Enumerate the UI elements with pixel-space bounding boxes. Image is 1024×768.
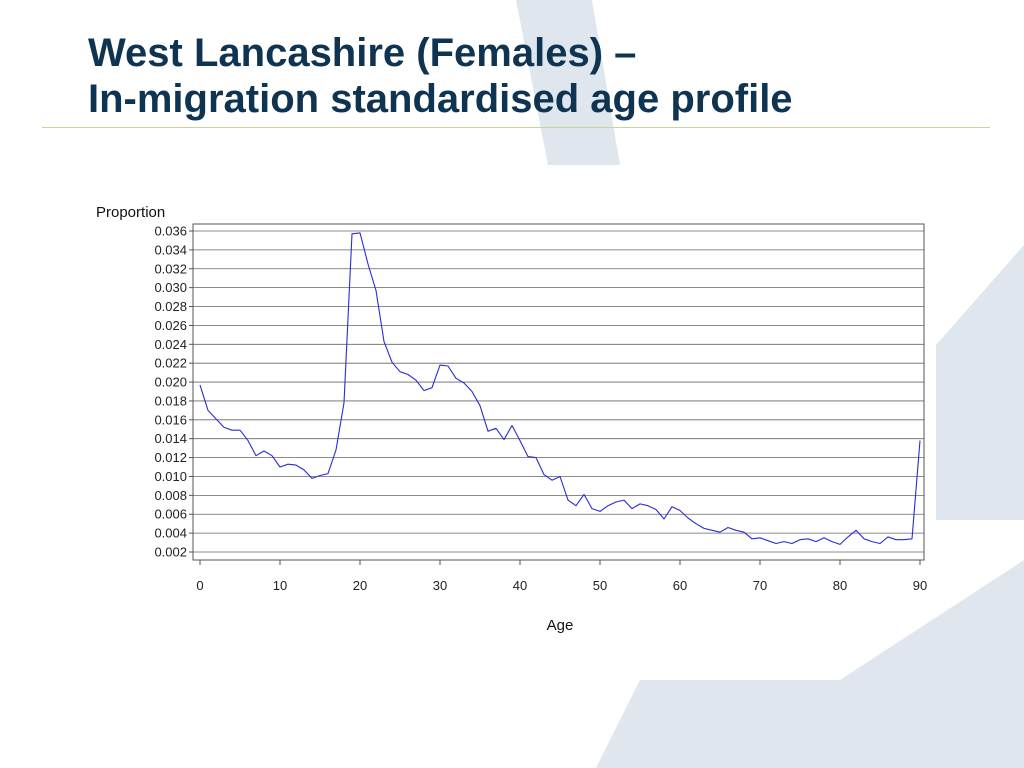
decor-shape-bottom xyxy=(596,560,1024,768)
x-tick-label: 60 xyxy=(673,578,687,593)
y-tick-label: 0.002 xyxy=(154,545,187,560)
x-tick-label: 40 xyxy=(513,578,527,593)
y-tick-label: 0.022 xyxy=(154,356,187,371)
decor-stripe-top xyxy=(516,0,620,165)
slide-title-line-2: In-migration standardised age profile xyxy=(88,77,793,121)
x-tick-label: 80 xyxy=(833,578,847,593)
plot-area-frame xyxy=(192,223,925,561)
x-axis-ticks: 0 10 20 30 40 50 60 70 80 90 xyxy=(196,560,927,593)
y-tick-label: 0.020 xyxy=(154,375,187,390)
y-tick-label: 0.024 xyxy=(154,337,187,352)
y-tick-label: 0.036 xyxy=(154,224,187,239)
y-tick-label: 0.026 xyxy=(154,318,187,333)
y-tick-label: 0.028 xyxy=(154,299,187,314)
y-tick-label: 0.006 xyxy=(154,507,187,522)
decor-shape-right xyxy=(936,245,1024,520)
x-tick-label: 30 xyxy=(433,578,447,593)
title-divider xyxy=(42,127,990,128)
series-layer xyxy=(199,232,921,545)
x-axis-title: Age xyxy=(547,617,574,634)
y-tick-label: 0.034 xyxy=(154,242,187,257)
x-tick-label: 20 xyxy=(353,578,367,593)
grid-layer xyxy=(193,230,924,553)
y-tick-label: 0.032 xyxy=(154,261,187,276)
y-tick-label: 0.004 xyxy=(154,526,187,541)
y-tick-label: 0.018 xyxy=(154,393,187,408)
y-tick-label: 0.010 xyxy=(154,469,187,484)
y-tick-label: 0.014 xyxy=(154,431,187,446)
x-tick-label: 70 xyxy=(753,578,767,593)
y-tick-label: 0.012 xyxy=(154,450,187,465)
x-tick-label: 10 xyxy=(273,578,287,593)
y-tick-label: 0.008 xyxy=(154,488,187,503)
y-axis-title: Proportion xyxy=(96,204,165,221)
x-tick-label: 50 xyxy=(593,578,607,593)
slide-title-line-1: West Lancashire (Females) – xyxy=(88,31,637,75)
slide-title: West Lancashire (Females) – In-migration… xyxy=(88,30,793,122)
x-tick-label: 90 xyxy=(913,578,927,593)
y-tick-label: 0.030 xyxy=(154,280,187,295)
x-tick-label: 0 xyxy=(196,578,203,593)
series-line xyxy=(199,232,921,545)
y-axis-ticks: 0.002 0.004 0.006 0.008 0.010 0.012 0.014 0.016… xyxy=(154,224,193,560)
y-tick-label: 0.016 xyxy=(154,412,187,427)
